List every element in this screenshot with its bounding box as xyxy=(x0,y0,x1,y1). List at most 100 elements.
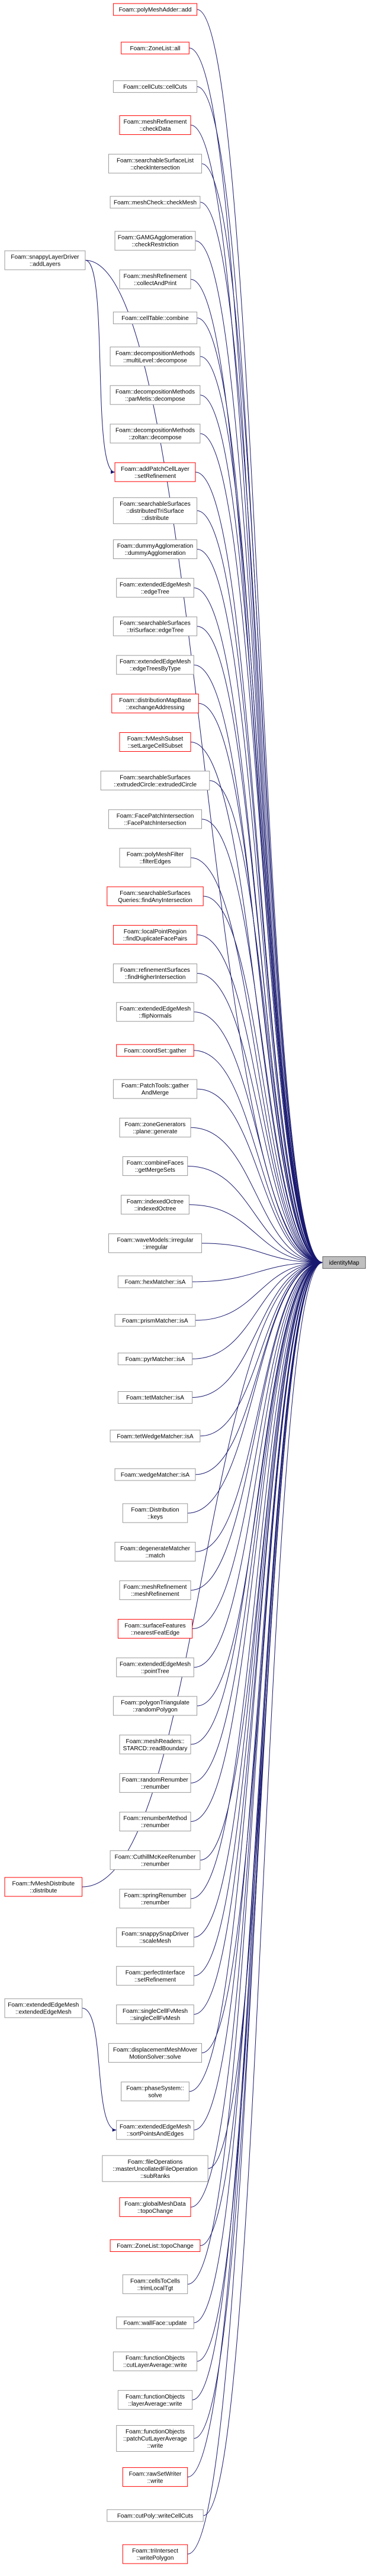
node-label: ::setLargeCellSubset xyxy=(128,743,183,749)
node-box xyxy=(110,1850,201,1870)
node-label: Foam::refinementSurfaces xyxy=(120,967,190,974)
node-box xyxy=(121,2082,189,2102)
edge xyxy=(200,395,323,1265)
edge xyxy=(201,1243,323,1265)
edge xyxy=(203,1260,323,2516)
node-box xyxy=(116,2316,194,2329)
edge xyxy=(194,1050,323,1265)
edge xyxy=(201,819,323,1265)
node-box xyxy=(119,848,191,868)
node-label: Foam::functionObjects xyxy=(126,2394,185,2400)
edge xyxy=(197,626,323,1265)
node-label: ::nearestFeatEdge xyxy=(131,1630,180,1636)
node-label: ::patchCutLayerAverage xyxy=(123,2436,187,2442)
edge xyxy=(190,1260,323,2207)
node-label: Foam::polyMeshAdder::add xyxy=(119,7,192,14)
node-box xyxy=(113,1696,198,1716)
node-box xyxy=(121,1195,189,1215)
edge xyxy=(187,1260,323,1514)
node-label: ::FacePatchIntersection xyxy=(124,820,186,826)
node-box xyxy=(100,771,210,791)
edge xyxy=(192,1260,323,1630)
node-label: Foam::localPointRegion xyxy=(124,929,187,935)
node-label: ::sortPointsAndEdges xyxy=(127,2131,184,2138)
node-label: ::edgeTreesByType xyxy=(130,666,181,673)
edge xyxy=(200,202,323,1265)
node-box xyxy=(110,196,201,209)
node-box xyxy=(110,385,201,405)
node-label: Foam::hexMatcher::isA xyxy=(125,1279,186,1286)
node-label: ::renumber xyxy=(141,1784,170,1790)
node-label: identityMap xyxy=(329,1260,360,1266)
node-box xyxy=(119,1734,191,1754)
node-label: ::parMetis::decompose xyxy=(125,396,185,402)
node-box xyxy=(116,2425,194,2452)
edge xyxy=(195,1260,323,1552)
edge xyxy=(197,9,323,1265)
edge xyxy=(190,1260,323,1745)
edge xyxy=(197,549,323,1265)
node-label: ::plane::generate xyxy=(133,1129,177,1135)
node-box xyxy=(4,1998,83,2018)
node-label: ::pointTree xyxy=(141,1668,169,1675)
node-box xyxy=(110,424,201,444)
node-label: Foam::polyMeshFilter xyxy=(127,852,184,858)
node-label: MotionSolver::solve xyxy=(129,2054,181,2060)
edge xyxy=(200,1260,323,1861)
node-box xyxy=(117,1391,193,1404)
node-label: Foam::extendedEdgeMesh xyxy=(120,1006,191,1012)
node-label: ::setRefinement xyxy=(134,473,176,480)
node-label: ::findHigherIntersection xyxy=(125,974,186,981)
node-label: ::dummyAgglomeration xyxy=(125,550,186,557)
node-box xyxy=(113,80,198,93)
edge xyxy=(200,1260,323,1437)
node-label: Foam::fvMeshDistribute xyxy=(12,1881,75,1887)
node-label: ::keys xyxy=(147,1514,163,1521)
node-label: ::topoChange xyxy=(137,2208,173,2215)
edge xyxy=(195,471,323,1265)
node-label: Foam::polygonTriangulate xyxy=(121,1700,189,1706)
node-label: ::indexedOctree xyxy=(134,1205,176,1212)
edge xyxy=(194,587,323,1265)
edge xyxy=(187,1260,323,2555)
node-label: Foam::extendedEdgeMesh xyxy=(120,659,191,665)
node-box xyxy=(116,2004,194,2024)
node-label: ::addLayers xyxy=(30,261,60,268)
node-box xyxy=(116,1966,194,1986)
node-box xyxy=(114,1541,196,1562)
edge xyxy=(194,1260,323,2323)
node-label: Foam::dummyAgglomeration xyxy=(117,543,193,550)
node-label: Foam::wedgeMatcher::isA xyxy=(121,1472,189,1479)
node-label: Foam::singleCellFvMesh xyxy=(123,2008,188,2015)
node-box xyxy=(116,1044,194,1057)
node-box xyxy=(114,231,196,251)
node-box xyxy=(113,2351,198,2371)
node-label: ::multiLevel::decompose xyxy=(123,357,187,364)
node-label: Foam::snappySnapDriver xyxy=(121,1931,189,1938)
node-box xyxy=(108,809,203,829)
node-label: Foam::tetWedgeMatcher::isA xyxy=(117,1433,194,1440)
node-box xyxy=(119,1812,191,1832)
node-label: Foam::cellCuts::cellCuts xyxy=(123,84,187,91)
node-label: ::cutLayerAverage::write xyxy=(123,2362,187,2369)
node-box xyxy=(110,2239,201,2252)
node-label: ::renumber xyxy=(141,1822,170,1829)
edge xyxy=(190,1127,323,1265)
node-label: Foam::zoneGenerators xyxy=(125,1121,186,1128)
edge xyxy=(197,1260,323,1706)
node-label: ::triSurface::edgeTree xyxy=(127,628,184,634)
node-label: Foam::triIntersect xyxy=(132,2548,178,2555)
node-box xyxy=(110,1430,201,1443)
node-label: Foam::GAMGAgglomeration xyxy=(118,235,192,241)
node-label: ::zoltan::decompose xyxy=(128,435,182,441)
node-label: Foam::coordSet::gather xyxy=(124,1048,187,1055)
node-box xyxy=(114,1468,196,1481)
node-label: ::renumber xyxy=(141,1861,170,1867)
node-box xyxy=(108,1233,203,1253)
edge xyxy=(190,1260,323,1591)
node-label: Queries::findAnyIntersection xyxy=(118,897,192,904)
node-label: ::masterUncollatedFileOperation xyxy=(113,2166,197,2173)
node-label: Foam::searchableSurfaces xyxy=(120,501,191,508)
node-box xyxy=(119,2197,191,2217)
